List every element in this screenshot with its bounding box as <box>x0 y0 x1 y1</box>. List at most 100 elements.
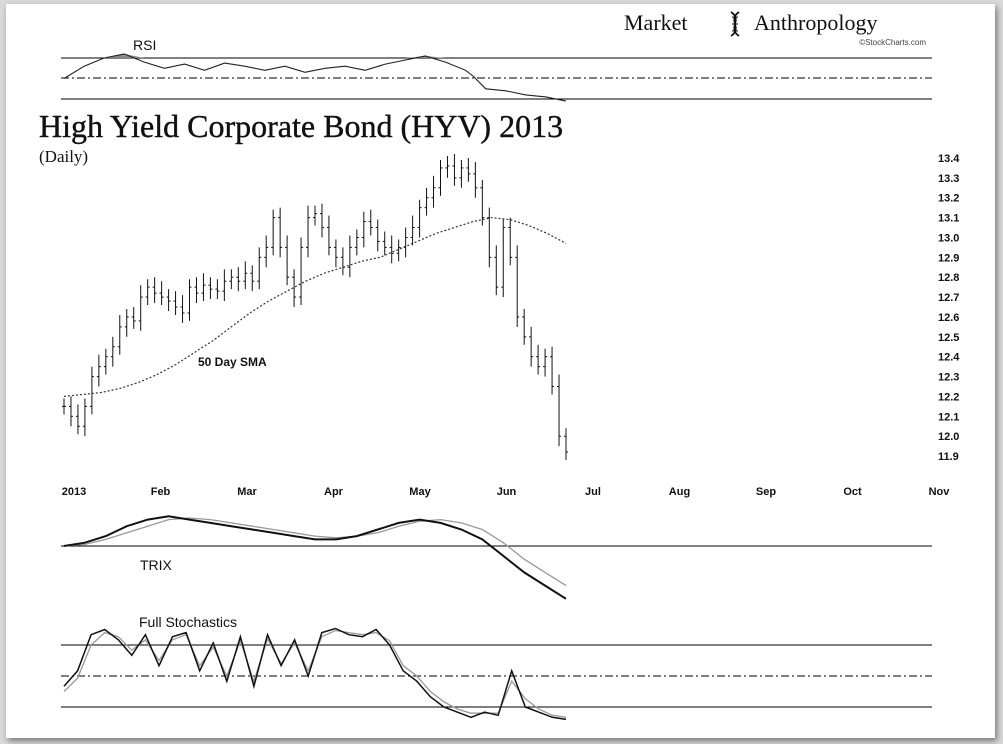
rsi-panel: RSI <box>61 37 932 102</box>
price-bar <box>515 245 520 327</box>
price-bar <box>131 307 136 329</box>
price-bar <box>396 239 401 262</box>
x-tick-label: Oct <box>843 486 862 498</box>
y-tick-label: 12.4 <box>938 352 960 364</box>
price-bar <box>557 374 562 447</box>
price-bar <box>543 348 548 377</box>
price-bar <box>313 205 317 226</box>
stochastics-label: Full Stochastics <box>139 614 237 630</box>
price-bar <box>229 269 234 290</box>
y-tick-label: 11.9 <box>938 451 959 463</box>
price-bar <box>326 215 331 256</box>
y-tick-label: 12.5 <box>938 332 959 344</box>
price-bar <box>222 269 227 302</box>
chart-title: High Yield Corporate Bond (HYV) 2013 <box>39 108 563 144</box>
y-tick-label: 12.6 <box>938 312 959 324</box>
price-bar <box>347 235 352 278</box>
price-bar <box>243 261 248 290</box>
price-bar <box>473 161 478 198</box>
price-bar <box>138 285 143 331</box>
price-bar <box>271 209 276 256</box>
price-bar <box>285 235 290 286</box>
price-bar <box>124 309 129 337</box>
trix-line <box>63 515 567 600</box>
brand-logo: Market Anthropology ©StockCharts.com <box>624 10 926 47</box>
price-bar <box>215 279 220 300</box>
brand-name-right: Anthropology <box>754 10 877 35</box>
price-bar <box>508 217 513 266</box>
price-bar <box>466 157 471 182</box>
x-tick-label: Nov <box>929 486 951 498</box>
trix-panel: TRIX <box>61 515 932 600</box>
price-bar <box>438 159 443 196</box>
price-bar <box>117 314 122 355</box>
y-tick-label: 12.9 <box>938 252 959 264</box>
price-bar <box>208 277 213 300</box>
price-bar <box>494 245 499 296</box>
price-bar <box>550 346 555 395</box>
sma-line <box>63 216 567 397</box>
price-bar <box>389 235 394 264</box>
price-bar <box>103 348 108 375</box>
y-tick-label: 12.0 <box>938 431 959 443</box>
x-tick-label: Apr <box>324 486 344 498</box>
price-bar <box>410 215 415 246</box>
price-bar <box>333 239 338 268</box>
chart-canvas: Market Anthropology ©StockCharts.com RSI… <box>39 10 961 721</box>
price-bar <box>522 309 527 345</box>
price-bar <box>180 295 185 323</box>
price-bar <box>173 291 178 315</box>
price-bar <box>299 237 304 306</box>
rsi-fill-segment <box>124 53 145 58</box>
y-tick-label: 13.1 <box>938 213 959 225</box>
rsi-line <box>63 53 567 102</box>
x-tick-label: Feb <box>151 486 171 498</box>
y-tick-label: 13.4 <box>938 153 960 165</box>
price-bar <box>564 428 568 461</box>
brand-name-left: Market <box>624 10 688 35</box>
price-bar <box>529 326 534 367</box>
x-tick-label: Mar <box>237 486 257 498</box>
price-bar <box>382 231 387 256</box>
x-tick-label: Jul <box>585 486 601 498</box>
price-bar <box>194 277 199 304</box>
price-bar <box>110 336 115 367</box>
price-bar <box>250 265 255 292</box>
y-tick-label: 13.3 <box>938 173 959 185</box>
x-tick-label: Aug <box>669 486 690 498</box>
x-tick-label: Sep <box>756 486 776 498</box>
price-bar <box>361 211 366 248</box>
price-bar <box>187 279 192 321</box>
price-panel: 50 Day SMA 13.413.313.213.113.012.912.81… <box>62 153 961 498</box>
y-tick-label: 12.1 <box>938 411 959 423</box>
price-bar <box>89 366 94 415</box>
y-tick-label: 12.3 <box>938 372 959 384</box>
price-bar <box>424 187 429 216</box>
rsi-label: RSI <box>133 37 156 53</box>
price-bar <box>201 273 206 302</box>
price-bar <box>452 154 457 186</box>
price-bar <box>166 289 171 311</box>
price-bars <box>62 154 568 461</box>
price-bar <box>480 179 485 226</box>
sma-annotation: 50 Day SMA <box>198 355 267 369</box>
price-x-axis: 2013 Feb Mar Apr May Jun Jul Aug Sep Oct Nov <box>62 486 951 498</box>
price-bar <box>354 229 359 256</box>
price-bar <box>536 344 541 375</box>
price-y-axis: 13.4 13.3 13.2 13.1 13.0 12.9 12.8 12.7 12.6 12.5… <box>938 153 960 463</box>
dna-icon <box>730 11 740 37</box>
x-tick-label: May <box>409 486 431 498</box>
price-bar <box>403 227 408 258</box>
price-bar <box>417 199 422 238</box>
price-bar <box>96 354 101 387</box>
y-tick-label: 12.8 <box>938 272 959 284</box>
price-bar <box>445 155 450 178</box>
price-bar <box>375 219 380 252</box>
price-bar <box>340 247 345 276</box>
stoch-k-line <box>63 627 567 721</box>
price-bar <box>75 404 80 435</box>
price-bar <box>257 247 262 290</box>
price-bar <box>62 398 66 415</box>
y-tick-label: 12.2 <box>938 391 959 403</box>
price-bar <box>487 207 492 268</box>
